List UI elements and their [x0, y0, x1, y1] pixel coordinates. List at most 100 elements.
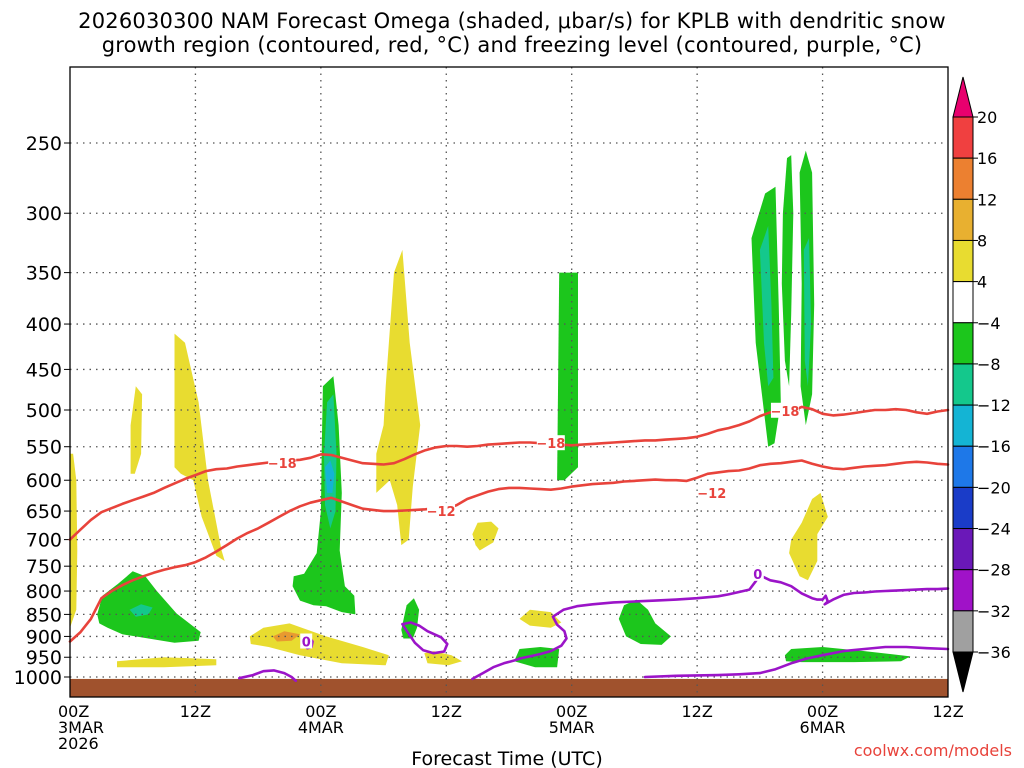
omega-region-25 — [784, 647, 911, 663]
colorbar-swatch — [952, 322, 974, 365]
colorbar-swatch — [952, 404, 974, 447]
contour-label: −18 — [770, 405, 799, 420]
colorbar-swatch — [952, 445, 974, 488]
contour-line-6 — [401, 621, 449, 655]
colorbar-swatch — [952, 528, 974, 571]
colorbar-label: −20 — [977, 478, 1011, 497]
surface-terrain — [70, 678, 948, 697]
omega-region-0 — [70, 453, 78, 628]
x-tick-label: 00Z — [58, 702, 89, 721]
y-tick-label: 400 — [26, 314, 62, 336]
colorbar-swatch — [952, 281, 974, 324]
omega-region-19 — [618, 599, 671, 645]
omega-region-10 — [789, 492, 828, 581]
omega-region-15 — [325, 460, 335, 493]
y-tick-label: 450 — [26, 359, 62, 381]
y-tick-label: 500 — [26, 400, 62, 422]
contour-line-0 — [68, 405, 950, 541]
y-tick-label: 300 — [26, 203, 62, 225]
contour-label-bg — [697, 484, 726, 500]
x-axis-label: Forecast Time (UTC) — [411, 748, 602, 768]
omega-region-21 — [759, 225, 774, 387]
chart-title-line-1: 2026030300 NAM Forecast Omega (shaded, μ… — [78, 9, 946, 33]
colorbar-label: −4 — [977, 314, 1001, 333]
colorbar-swatch — [952, 486, 974, 530]
y-tick-label: 1000 — [14, 667, 62, 689]
frame-layer — [69, 66, 949, 698]
colorbar-swatch — [952, 239, 974, 283]
x-tick-label: 12Z — [681, 702, 712, 721]
credit-text: coolwx.com/models — [853, 741, 1012, 760]
x-tick-label: 3MAR — [58, 718, 104, 737]
contour-label: 0 — [753, 568, 762, 583]
omega-region-8 — [472, 521, 499, 551]
omega-region-13 — [292, 376, 356, 615]
colorbar-swatch — [952, 363, 974, 406]
plot-frame — [69, 66, 949, 698]
colorbar-label: −32 — [977, 602, 1011, 621]
y-tick-label: 650 — [26, 501, 62, 523]
contour-line-3 — [643, 645, 950, 679]
x-tick-label: 12Z — [431, 702, 462, 721]
colorbar-swatch — [952, 116, 974, 159]
x-tick-label: 00Z — [807, 702, 838, 721]
omega-region-12 — [129, 604, 153, 617]
y-tick-label: 250 — [26, 133, 62, 155]
colorbar-label: −28 — [977, 561, 1011, 580]
contour-line-1 — [68, 459, 950, 643]
contour-label-bg — [751, 565, 764, 581]
omega-region-1 — [130, 386, 143, 474]
colorbar-label: 12 — [977, 190, 997, 209]
colorbar-label: 8 — [977, 231, 987, 250]
colorbar-label: 20 — [977, 108, 997, 127]
y-tick-label: 800 — [26, 581, 62, 603]
omega-region-16 — [401, 598, 420, 639]
y-tick-label: 700 — [26, 530, 62, 552]
colorbar-swatch — [952, 198, 974, 241]
colorbar-bottom-arrow — [952, 651, 974, 693]
x-tick-label: 2026 — [58, 734, 99, 753]
contour-label: −12 — [697, 487, 726, 502]
x-tick-label: 4MAR — [298, 718, 344, 737]
omega-region-6 — [376, 249, 421, 546]
omega-region-22 — [781, 155, 794, 387]
colorbar: 20 16 12 8 4 −4 −8 −12 −16 −20 −24 −28 −32 −36 — [952, 76, 1011, 693]
contour-label: 0 — [302, 636, 311, 651]
colorbar-label: −12 — [977, 396, 1011, 415]
y-tick-label: 900 — [26, 626, 62, 648]
x-tick-label: 12Z — [932, 702, 963, 721]
colorbar-label: 4 — [977, 273, 987, 292]
x-tick-label: 00Z — [556, 702, 587, 721]
colorbar-label: −36 — [977, 643, 1011, 662]
colorbar-label: −8 — [977, 355, 1001, 374]
contour-label: −12 — [427, 505, 456, 520]
chart-title-line-2: growth region (contoured, red, °C) and f… — [101, 33, 923, 57]
colorbar-label: 16 — [977, 149, 997, 168]
contour-line-2 — [471, 574, 950, 681]
y-tick-label: 950 — [26, 647, 62, 669]
x-tick-label: 6MAR — [800, 718, 846, 737]
contour-label-bg — [536, 435, 565, 451]
contour-label-bg — [300, 633, 313, 649]
contour-line-4 — [238, 669, 298, 683]
colorbar-label: −16 — [977, 437, 1011, 456]
y-tick-label: 550 — [26, 437, 62, 459]
omega-region-24 — [803, 238, 812, 387]
colorbar-swatch — [952, 569, 974, 612]
x-tick-label: 12Z — [180, 702, 211, 721]
omega-region-18 — [557, 272, 578, 481]
omega-region-4 — [249, 623, 389, 666]
omega-region-9 — [519, 609, 562, 628]
y-tick-label: 600 — [26, 470, 62, 492]
contour-label-bg — [268, 455, 297, 471]
omega-region-2 — [174, 333, 225, 561]
omega-fill-layer — [70, 150, 948, 697]
contour-label-bg — [427, 503, 456, 519]
y-tick-label: 850 — [26, 604, 62, 626]
colorbar-top-arrow — [952, 76, 974, 118]
contour-label-bg — [770, 402, 799, 418]
y-tick-label: 350 — [26, 263, 62, 285]
omega-region-3 — [117, 657, 217, 668]
omega-region-7 — [424, 651, 462, 666]
